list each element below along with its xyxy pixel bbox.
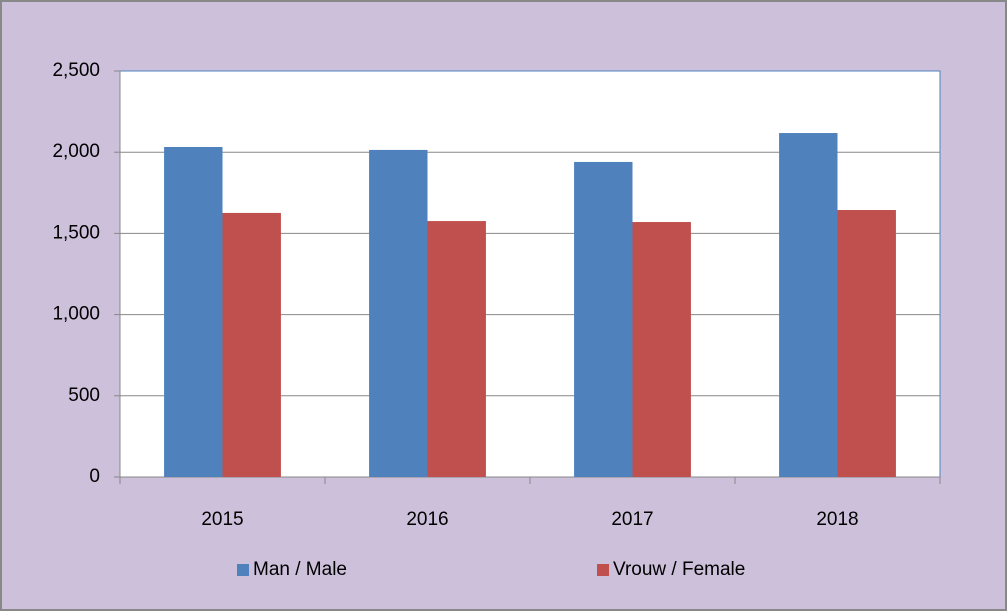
bar — [632, 222, 691, 477]
y-tick-label: 1,000 — [52, 304, 100, 325]
y-tick-label: 1,500 — [52, 222, 100, 243]
bar — [222, 212, 281, 477]
x-tick-label: 2016 — [406, 509, 448, 530]
legend-swatch — [237, 564, 249, 576]
legend-label: Man / Male — [253, 559, 347, 580]
bar — [779, 133, 838, 477]
x-tick-label: 2015 — [201, 509, 243, 530]
x-tick-label: 2017 — [611, 509, 653, 530]
y-tick-label: 500 — [68, 385, 100, 406]
legend-swatch — [597, 564, 609, 576]
y-tick-label: 0 — [89, 466, 100, 487]
legend-label: Vrouw / Female — [613, 559, 745, 580]
x-tick-label: 2018 — [816, 509, 858, 530]
bar — [427, 221, 486, 477]
bar — [369, 149, 428, 478]
y-tick-label: 2,000 — [52, 141, 100, 162]
bar — [837, 210, 896, 477]
y-tick-label: 2,500 — [52, 60, 100, 81]
bar — [164, 147, 223, 477]
bar — [574, 161, 633, 477]
